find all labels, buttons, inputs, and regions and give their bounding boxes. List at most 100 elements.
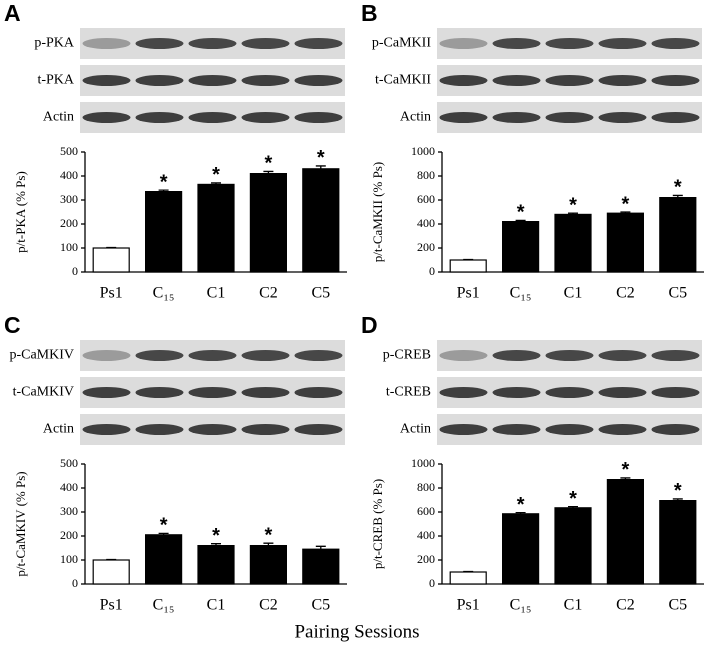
y-axis-label: p/t-CaMKII (% Ps)	[370, 162, 385, 262]
blot-band	[598, 75, 647, 86]
x-tick-label: C2	[259, 597, 278, 614]
blot-label: p-CaMKIV	[9, 348, 74, 363]
bar	[502, 513, 540, 585]
error-bar	[315, 165, 326, 169]
bar	[659, 500, 697, 585]
blot-band	[241, 38, 290, 49]
bar	[449, 259, 487, 273]
y-tick-label: 100	[60, 240, 78, 254]
error-bar	[263, 542, 274, 546]
significance-marker: *	[317, 147, 325, 169]
bar	[92, 559, 130, 585]
significance-marker: *	[517, 202, 525, 224]
x-tick-label: Ps1	[100, 285, 123, 302]
y-axis-label: p/t-PKA (% Ps)	[13, 171, 28, 253]
panel-letter: A	[4, 0, 21, 26]
error-bar	[158, 189, 169, 192]
blot-band	[135, 424, 184, 435]
blot-band	[545, 424, 594, 435]
y-tick-label: 600	[417, 192, 435, 206]
blot-band	[188, 350, 237, 361]
blot-band	[545, 350, 594, 361]
blot-band	[492, 387, 541, 398]
blot-band	[492, 424, 541, 435]
significance-marker: *	[674, 480, 682, 502]
bar	[92, 247, 130, 273]
panel-letter: D	[361, 312, 378, 338]
significance-marker: *	[265, 153, 273, 175]
error-bar	[515, 219, 526, 222]
blot-band	[82, 424, 131, 435]
y-tick-label: 200	[417, 552, 435, 566]
x-tick-label: C₁₅	[153, 285, 175, 302]
blot-label: t-PKA	[37, 73, 74, 88]
x-tick-label: Ps1	[457, 285, 480, 302]
blot-band	[294, 387, 343, 398]
blot-band	[545, 38, 594, 49]
bar	[606, 212, 645, 273]
significance-marker: *	[674, 177, 682, 199]
blot-label: Actin	[400, 110, 431, 125]
y-tick-label: 0	[72, 576, 78, 590]
y-tick-label: 300	[60, 504, 78, 518]
y-tick-label: 0	[72, 264, 78, 278]
blot-band	[651, 387, 700, 398]
significance-marker: *	[569, 194, 577, 216]
y-tick-label: 400	[417, 216, 435, 230]
blot-band	[294, 350, 343, 361]
x-tick-label: C2	[616, 285, 635, 302]
x-tick-label: C5	[311, 597, 330, 614]
x-tick-label: C1	[207, 285, 226, 302]
blot-label: p-CaMKII	[372, 36, 431, 51]
y-tick-label: 800	[417, 480, 435, 494]
blot-band	[651, 112, 700, 123]
blot-band	[598, 387, 647, 398]
blot-band	[492, 350, 541, 361]
y-tick-label: 1000	[411, 144, 435, 158]
x-tick-label: C₁₅	[510, 597, 532, 614]
blot-band	[135, 112, 184, 123]
y-tick-label: 400	[60, 480, 78, 494]
blot-band	[492, 75, 541, 86]
bar	[302, 168, 340, 273]
bar	[659, 197, 697, 273]
y-tick-label: 800	[417, 168, 435, 182]
blot-band	[82, 387, 131, 398]
x-tick-label: Ps1	[457, 597, 480, 614]
x-tick-label: C₁₅	[510, 285, 532, 302]
y-tick-label: 500	[60, 144, 78, 158]
blot-band	[439, 75, 488, 86]
blot-band	[188, 38, 237, 49]
significance-marker: *	[622, 193, 630, 215]
y-tick-label: 400	[60, 168, 78, 182]
blot-band	[294, 424, 343, 435]
error-bar	[263, 170, 274, 174]
y-axis-label: p/t-CaMKIV (% Ps)	[13, 471, 28, 576]
blot-label: t-CaMKII	[375, 73, 431, 88]
blot-label: p-PKA	[34, 36, 75, 51]
bar	[197, 183, 235, 273]
blot-band	[82, 38, 131, 49]
x-tick-label: C1	[564, 285, 583, 302]
blot-band	[294, 75, 343, 86]
bar	[554, 213, 592, 273]
y-tick-label: 0	[429, 264, 435, 278]
blot-band	[545, 387, 594, 398]
blot-band	[439, 424, 488, 435]
x-tick-label: Ps1	[100, 597, 123, 614]
error-bar	[515, 511, 526, 514]
blot-band	[651, 75, 700, 86]
bar	[554, 507, 592, 585]
blot-band	[135, 350, 184, 361]
significance-marker: *	[517, 494, 525, 516]
error-bar	[211, 182, 221, 185]
bar	[502, 221, 540, 273]
blot-band	[598, 424, 647, 435]
blot-band	[241, 387, 290, 398]
bar	[145, 191, 183, 273]
significance-marker: *	[160, 171, 168, 193]
blot-band	[135, 38, 184, 49]
significance-marker: *	[569, 488, 577, 510]
blot-band	[241, 75, 290, 86]
